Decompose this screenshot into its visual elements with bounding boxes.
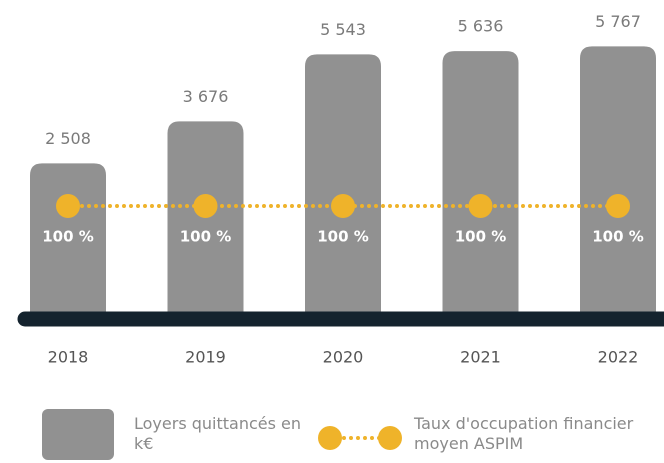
value-label: 100 % [180, 228, 232, 246]
legend-label: Taux d'occupation financier moyen ASPIM [414, 414, 634, 453]
value-label: 5 543 [320, 20, 366, 39]
point [56, 194, 80, 218]
legend-marker [378, 426, 402, 450]
value-label: 2 508 [45, 129, 91, 148]
point [606, 194, 630, 218]
value-label: 100 % [455, 228, 507, 246]
point [468, 194, 493, 218]
point [193, 194, 218, 218]
bar [305, 54, 381, 319]
legend-label: Loyers quittancés en k€ [134, 414, 302, 453]
point [331, 194, 355, 218]
value-label: 3 676 [183, 87, 229, 106]
value-label: 100 % [42, 228, 94, 246]
x-tick-label: 2022 [598, 348, 639, 367]
bar [30, 163, 106, 318]
x-tick-label: 2019 [185, 348, 226, 367]
bar [442, 51, 519, 319]
x-tick-label: 2020 [323, 348, 364, 367]
legend-swatch [42, 409, 114, 460]
x-tick-label: 2018 [48, 348, 89, 367]
value-label: 5 636 [458, 17, 504, 36]
x-tick-label: 2021 [460, 348, 501, 367]
value-label: 100 % [592, 228, 644, 246]
value-label: 100 % [317, 228, 369, 246]
bar [580, 46, 656, 318]
value-label: 5 767 [595, 12, 641, 31]
bar [167, 121, 244, 318]
legend-marker [318, 426, 342, 450]
